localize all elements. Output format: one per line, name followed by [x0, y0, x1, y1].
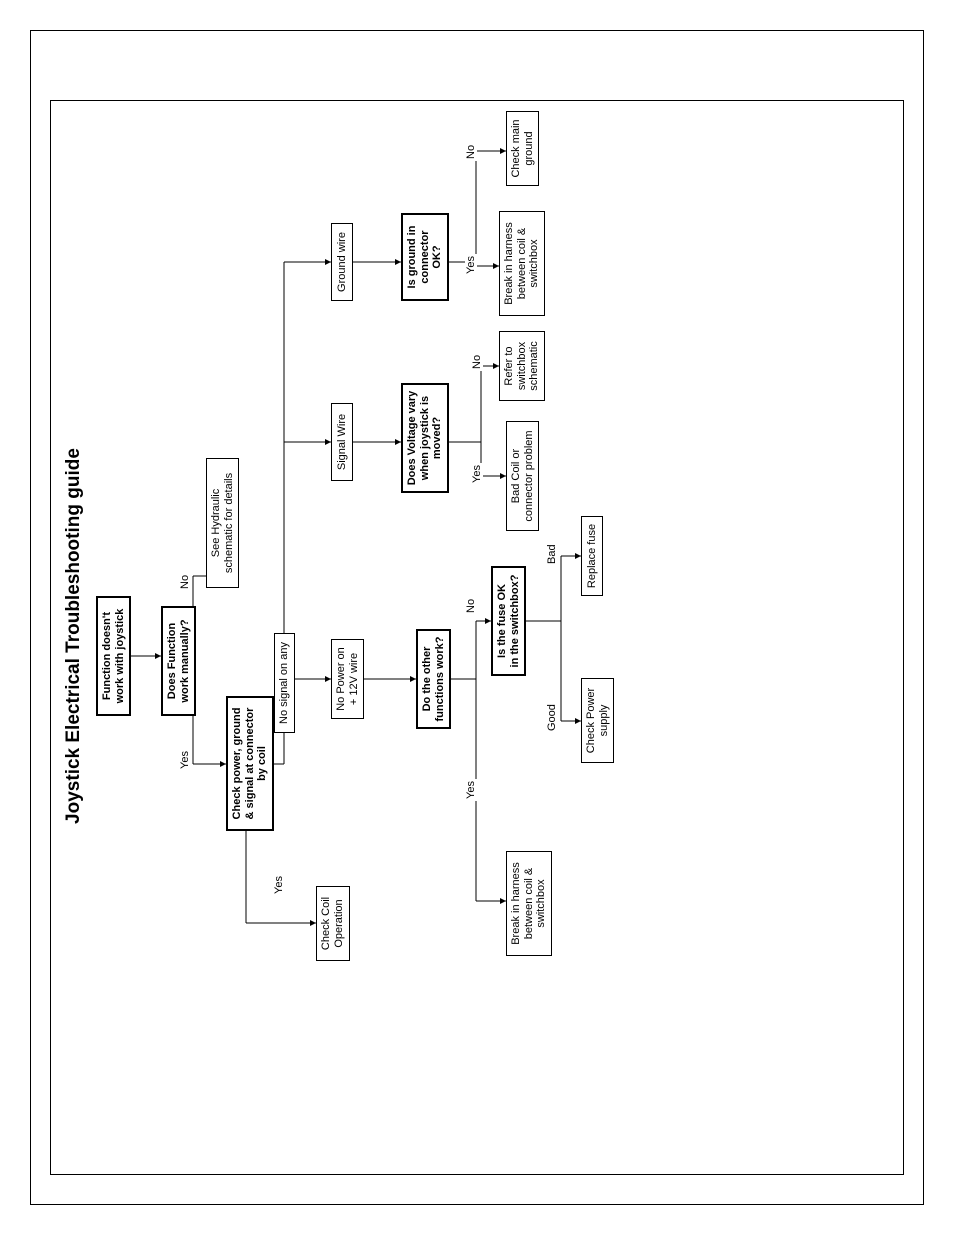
- node-voltage: Does Voltage varywhen joystick ismoved?: [401, 383, 449, 493]
- node-fuseok: Is the fuse OKin the switchbox?: [491, 566, 526, 676]
- node-break1: Break in harnessbetween coil &switchbox: [506, 851, 552, 956]
- label-bad: Bad: [546, 542, 558, 566]
- node-groundwire: Ground wire: [331, 223, 353, 301]
- node-nopower: No Power on+ 12V wire: [331, 639, 364, 719]
- node-otherfunc: Do the otherfunctions work?: [416, 629, 451, 729]
- flowchart-canvas: Joystick Electrical Troubleshooting guid…: [51, 101, 901, 1171]
- node-checkpower: Check Powersupply: [581, 678, 614, 763]
- chart-title: Joystick Electrical Troubleshooting guid…: [63, 101, 85, 1171]
- label-yes3: Yes: [465, 779, 477, 801]
- node-nosignal: No signal on any: [274, 633, 295, 733]
- label-yes2: Yes: [273, 874, 285, 896]
- label-no5: No: [465, 143, 477, 161]
- node-checkmain: Check mainground: [506, 111, 539, 186]
- node-groundok: Is ground inconnector OK?: [401, 213, 449, 301]
- node-checkcoil: Check CoilOperation: [316, 886, 350, 961]
- label-no1: No: [179, 573, 191, 591]
- label-no3: No: [465, 597, 477, 615]
- node-checkpgs: Check power, ground& signal at connector…: [226, 696, 274, 831]
- label-no4: No: [471, 353, 483, 371]
- node-refer: Refer toswitchboxschematic: [499, 331, 545, 401]
- node-badcoil: Bad Coil orconnector problem: [506, 421, 539, 531]
- node-break2: Break in harnessbetween coil &switchbox: [499, 211, 545, 316]
- node-manual: Does Functionwork manually?: [161, 606, 196, 716]
- node-signalwire: Signal Wire: [331, 403, 353, 481]
- node-replacefuse: Replace fuse: [581, 516, 603, 596]
- flowchart-container: Joystick Electrical Troubleshooting guid…: [51, 321, 954, 1171]
- node-start: Function doesn'twork with joystick: [96, 596, 131, 716]
- inner-border: Joystick Electrical Troubleshooting guid…: [50, 100, 904, 1175]
- label-good: Good: [546, 702, 558, 733]
- label-yes1: Yes: [179, 749, 191, 771]
- label-yes5: Yes: [465, 254, 477, 276]
- node-hydraulic: See Hydraulicschematic for details: [206, 458, 239, 588]
- label-yes4: Yes: [471, 463, 483, 485]
